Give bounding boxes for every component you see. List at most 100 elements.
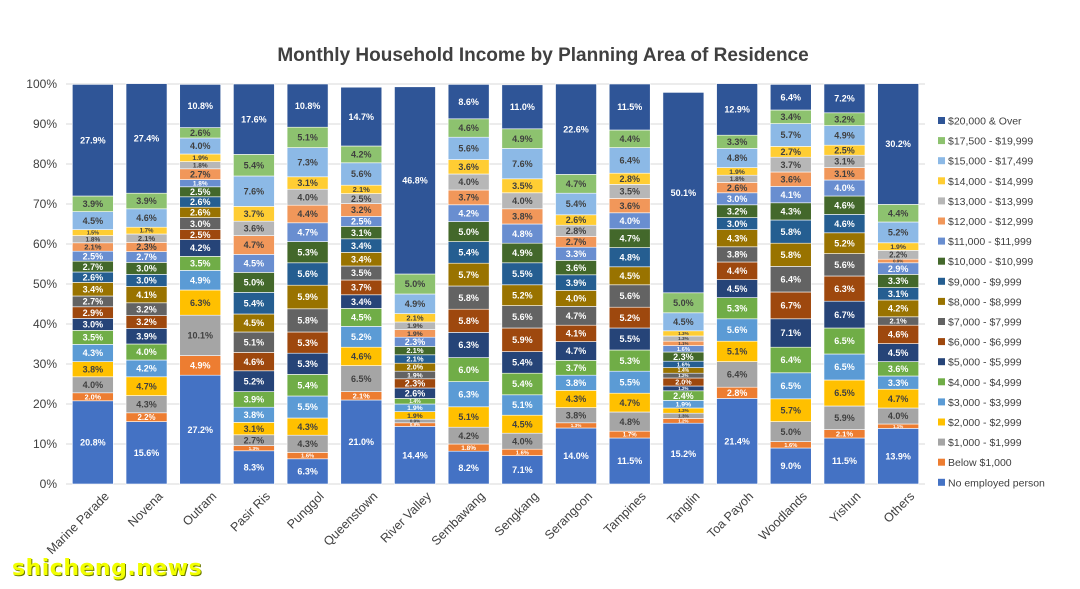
legend-label: $13,000 - $13,999: [948, 196, 1033, 208]
legend-label: Below $1,000: [948, 457, 1012, 469]
bar-segment: [769, 291, 812, 320]
plot-area: 20.8%2.0%4.0%3.8%4.3%3.5%3.0%2.9%2.7%3.4…: [72, 83, 919, 485]
legend-item: $2,000 - $2,999: [938, 417, 1022, 429]
legend-swatch: [938, 478, 945, 486]
data-label: 5.8%: [458, 316, 479, 326]
data-label: 4.7%: [888, 394, 909, 404]
x-tick-label: Outram: [180, 489, 219, 528]
data-label: 4.7%: [566, 346, 587, 356]
data-label: 4.8%: [619, 252, 640, 262]
bar-stack: 27.2%4.9%10.1%6.3%4.9%3.5%4.2%2.5%3.0%2.…: [179, 84, 222, 485]
data-label: 27.4%: [134, 134, 160, 144]
bar-segment: [501, 455, 544, 485]
data-label: 4.9%: [512, 134, 533, 144]
data-label: 4.9%: [190, 361, 211, 371]
data-label: 11.5%: [617, 102, 642, 112]
data-label: 4.7%: [566, 311, 587, 321]
legend: $20,000 & Over $17,500 - $19,999 $15,000 -…: [938, 116, 1045, 489]
legend-label: $11,000 - $11,999: [948, 236, 1032, 248]
legend-label: $5,000 - $5,999: [948, 357, 1022, 369]
data-label: 5.6%: [351, 169, 372, 179]
data-label: 4.3%: [83, 348, 104, 358]
bar-segment: [769, 372, 812, 400]
data-label: 2.1%: [353, 185, 370, 194]
legend-label: No employed person: [948, 477, 1045, 489]
y-tick-label: 30%: [33, 357, 57, 371]
legend-item: $9,000 - $9,999: [938, 276, 1022, 288]
data-label: 3.9%: [136, 331, 157, 341]
data-label: 4.2%: [888, 304, 909, 314]
data-label: 4.7%: [566, 179, 587, 189]
data-label: 1.9%: [676, 402, 692, 409]
data-label: 2.5%: [351, 217, 372, 227]
bar-segment: [501, 148, 544, 180]
bar-segment: [179, 314, 222, 356]
data-label: 4.2%: [190, 243, 211, 253]
data-label: 1.9%: [192, 155, 208, 162]
legend-label: $2,000 - $2,999: [948, 417, 1022, 429]
data-label: 6.5%: [781, 381, 802, 391]
data-label: 3.4%: [781, 112, 802, 122]
bar-segment: [179, 84, 222, 128]
data-label: 3.7%: [566, 363, 587, 373]
data-label: 20.8%: [80, 438, 106, 448]
data-label: 2.2%: [889, 251, 907, 260]
bar-segment: [179, 374, 222, 485]
data-label: 5.1%: [297, 133, 318, 143]
data-label: 5.4%: [512, 358, 533, 368]
y-tick-label: 60%: [33, 237, 57, 251]
bar-segment: [286, 147, 329, 178]
data-label: 2.7%: [83, 297, 104, 307]
data-label: 4.3%: [566, 394, 587, 404]
data-label: 6.4%: [781, 92, 802, 102]
data-label: 4.0%: [834, 183, 855, 193]
data-label: 2.5%: [834, 145, 855, 155]
bar-segment: [501, 84, 544, 130]
data-label: 4.6%: [458, 123, 479, 133]
data-label: 4.0%: [458, 177, 479, 187]
data-label: 2.8%: [566, 226, 587, 236]
data-label: 1.7%: [623, 432, 637, 439]
data-label: 5.9%: [297, 292, 318, 302]
y-tick-label: 10%: [33, 437, 57, 451]
data-label: 4.3%: [297, 439, 318, 449]
data-label: 1.5%: [87, 230, 99, 236]
data-label: 3.8%: [566, 410, 587, 420]
bar-segment: [823, 300, 866, 329]
data-label: 1.3%: [249, 446, 260, 451]
data-label: 2.3%: [405, 337, 426, 347]
x-tick-label: Queenstown: [321, 489, 381, 549]
data-label: 14.7%: [349, 112, 375, 122]
data-label: 6.3%: [190, 298, 211, 308]
data-label: 4.6%: [888, 330, 909, 340]
data-label: 3.7%: [244, 209, 265, 219]
legend-label: $20,000 & Over: [948, 116, 1022, 128]
data-label: 2.1%: [406, 346, 423, 355]
bar-segment: [608, 83, 651, 131]
data-label: 5.3%: [619, 356, 640, 366]
bar-segment: [662, 92, 705, 294]
data-label: 4.3%: [727, 233, 748, 243]
data-label: 2.9%: [888, 264, 909, 274]
data-label: 10.1%: [187, 331, 213, 341]
x-tick-label: Woodlands: [756, 489, 810, 543]
data-label: 5.1%: [512, 400, 533, 410]
data-label: 5.1%: [727, 347, 748, 357]
data-label: 1.2%: [678, 386, 688, 391]
bar-segment: [394, 86, 436, 275]
bar-stack: 11.5% 2.1% 5.9% 6.5% 6.5% 6.5% 6.7% 6.3% 5.6% 5.2…: [823, 83, 866, 485]
legend-swatch: [938, 418, 945, 426]
data-label: 1.9%: [407, 331, 423, 338]
legend-item: $14,000 - $14,999: [938, 176, 1033, 188]
data-label: 2.3%: [673, 352, 694, 362]
data-label: 2.8%: [727, 388, 748, 398]
data-label: 5.8%: [458, 293, 479, 303]
data-label: 6.4%: [619, 156, 640, 166]
data-label: 4.1%: [566, 329, 587, 339]
legend-label: $9,000 - $9,999: [948, 276, 1022, 288]
bar-segment: [447, 450, 490, 485]
data-label: 15.6%: [134, 448, 160, 458]
legend-swatch: [938, 137, 945, 145]
data-label: 1.8%: [85, 236, 100, 243]
x-tick-label: Serangoon: [542, 489, 595, 542]
